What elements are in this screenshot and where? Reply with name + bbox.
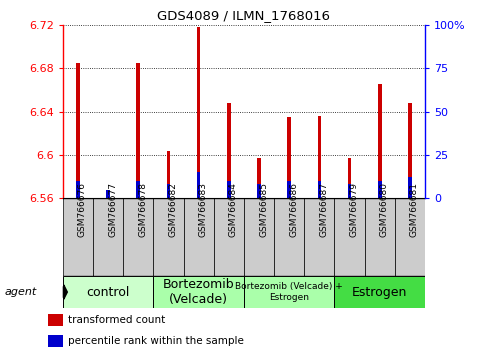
Bar — [167, 184, 170, 198]
Text: GSM766677: GSM766677 — [108, 182, 117, 238]
Text: GSM766684: GSM766684 — [229, 182, 238, 238]
Title: GDS4089 / ILMN_1768016: GDS4089 / ILMN_1768016 — [157, 9, 330, 22]
Bar — [167, 150, 170, 198]
Text: GSM766686: GSM766686 — [289, 182, 298, 238]
Text: GSM766685: GSM766685 — [259, 182, 268, 238]
Bar — [197, 27, 200, 198]
Bar — [365, 198, 395, 276]
Bar — [348, 184, 352, 198]
Bar — [378, 84, 382, 198]
Bar — [287, 181, 291, 198]
Bar — [197, 172, 200, 198]
Bar — [318, 181, 321, 198]
Bar — [48, 314, 63, 326]
Bar — [244, 276, 334, 308]
Text: Estrogen: Estrogen — [352, 286, 408, 298]
Bar — [213, 198, 244, 276]
Bar — [106, 189, 110, 198]
Bar — [408, 103, 412, 198]
Bar — [76, 181, 80, 198]
Bar — [274, 198, 304, 276]
Text: GSM766679: GSM766679 — [350, 182, 358, 238]
Bar — [378, 181, 382, 198]
Text: GSM766682: GSM766682 — [169, 182, 177, 238]
Text: agent: agent — [5, 287, 37, 297]
Bar — [334, 276, 425, 308]
Text: GSM766683: GSM766683 — [199, 182, 208, 238]
Bar — [137, 181, 140, 198]
Text: control: control — [86, 286, 130, 298]
Bar — [227, 103, 231, 198]
Text: GSM766681: GSM766681 — [410, 182, 419, 238]
Bar — [227, 181, 231, 198]
Text: Bortezomib
(Velcade): Bortezomib (Velcade) — [163, 278, 234, 306]
Text: Bortezomib (Velcade) +
Estrogen: Bortezomib (Velcade) + Estrogen — [235, 282, 343, 302]
Bar — [318, 116, 321, 198]
Bar — [76, 63, 80, 198]
Bar — [93, 198, 123, 276]
Bar — [304, 198, 334, 276]
Bar — [408, 177, 412, 198]
Bar — [257, 158, 261, 198]
Text: percentile rank within the sample: percentile rank within the sample — [68, 336, 243, 346]
Text: GSM766676: GSM766676 — [78, 182, 87, 238]
Bar — [184, 198, 213, 276]
Bar — [63, 276, 154, 308]
Bar — [334, 198, 365, 276]
Text: GSM766678: GSM766678 — [138, 182, 147, 238]
Text: transformed count: transformed count — [68, 315, 165, 325]
Bar — [348, 158, 352, 198]
Bar — [123, 198, 154, 276]
Bar — [137, 63, 140, 198]
Bar — [48, 335, 63, 348]
Bar — [154, 198, 184, 276]
Bar — [106, 191, 110, 198]
Text: GSM766687: GSM766687 — [319, 182, 328, 238]
Bar — [244, 198, 274, 276]
Bar — [63, 198, 93, 276]
Bar — [154, 276, 244, 308]
Bar — [287, 117, 291, 198]
Bar — [395, 198, 425, 276]
Text: GSM766680: GSM766680 — [380, 182, 389, 238]
FancyArrow shape — [63, 285, 67, 299]
Bar — [257, 184, 261, 198]
